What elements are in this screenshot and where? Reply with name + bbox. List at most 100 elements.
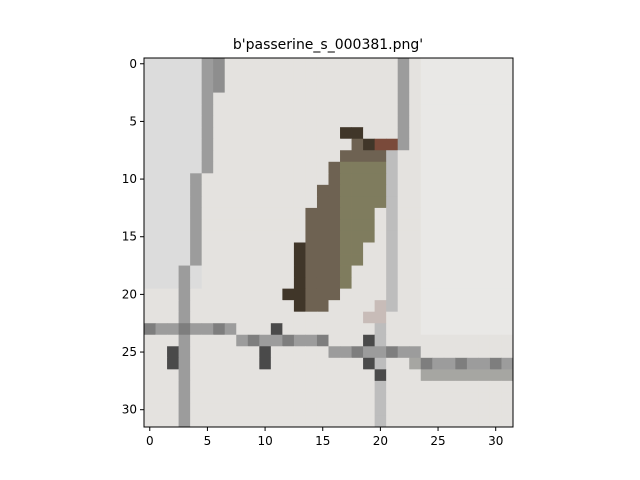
image-pixel [328,277,341,290]
image-pixel [363,265,376,278]
image-pixel [478,323,491,336]
image-pixel [201,277,214,290]
image-pixel [374,138,387,151]
image-pixel [432,288,445,301]
image-pixel [443,323,456,336]
image-pixel [259,288,272,301]
image-pixel [167,230,179,243]
image-pixel [351,173,364,186]
image-pixel [270,403,283,416]
image-pixel [478,300,491,313]
image-pixel [316,277,329,290]
image-pixel [501,150,514,163]
image-pixel [489,219,502,232]
image-pixel [247,346,260,359]
image-pixel [213,380,226,393]
image-pixel [397,323,410,336]
image-pixel [282,138,295,151]
image-pixel [466,92,479,105]
image-pixel [155,161,168,174]
image-pixel [466,230,479,243]
image-pixel [190,184,203,197]
image-pixel [455,357,468,370]
image-pixel [386,138,399,151]
image-pixel [363,369,376,382]
image-pixel [293,58,306,70]
image-pixel [432,150,445,163]
image-pixel [259,69,272,82]
image-pixel [201,173,214,186]
image-pixel [236,150,249,163]
image-pixel [201,334,214,347]
image-pixel [489,161,502,174]
image-pixel [501,334,514,347]
image-pixel [282,219,295,232]
image-pixel [316,288,329,301]
image-pixel [409,138,422,151]
y-tick-label: 30 [122,403,137,417]
image-pixel [305,104,318,117]
image-pixel [282,127,295,140]
image-pixel [363,173,376,186]
image-pixel [282,58,295,70]
image-pixel [236,173,249,186]
image-pixel [455,150,468,163]
image-pixel [224,265,237,278]
image-pixel [213,288,226,301]
image-pixel [247,161,260,174]
image-pixel [178,265,191,278]
image-pixel [213,173,226,186]
image-pixel [386,311,399,324]
image-pixel [432,380,445,393]
image-pixel [178,403,191,416]
image-pixel [305,127,318,140]
image-pixel [316,230,329,243]
image-pixel [305,230,318,243]
image-pixel [466,219,479,232]
image-pixel [443,207,456,220]
image-pixel [167,58,179,70]
image-pixel [455,219,468,232]
image-pixel [443,196,456,209]
image-pixel [316,392,329,405]
image-pixel [397,104,410,117]
y-tick-label: 15 [122,230,137,244]
image-pixel [190,254,203,266]
image-pixel [397,196,410,209]
image-pixel [178,184,191,197]
image-pixel [386,369,399,382]
image-pixel [466,311,479,324]
image-pixel [386,380,399,393]
image-pixel [236,323,249,336]
image-pixel [293,115,306,128]
image-pixel [282,230,295,243]
image-pixel [489,392,502,405]
image-pixel [282,196,295,209]
image-pixel [386,334,399,347]
image-pixel [270,380,283,393]
image-pixel [466,196,479,209]
image-pixel [201,127,214,140]
image-pixel [489,403,502,416]
image-pixel [455,334,468,347]
image-pixel [293,69,306,82]
image-pixel [247,230,260,243]
image-pixel [224,69,237,82]
image-pixel [282,184,295,197]
image-pixel [351,288,364,301]
image-pixel [489,104,502,117]
image-pixel [201,323,214,336]
image-pixel [236,415,249,428]
image-pixel [155,230,168,243]
image-pixel [178,369,191,382]
image-pixel [397,300,410,313]
image-pixel [167,127,179,140]
image-pixel [259,207,272,220]
image-pixel [305,196,318,209]
image-pixel [489,196,502,209]
image-pixel [386,300,399,313]
image-pixel [409,242,422,255]
image-pixel [397,81,410,93]
image-pixel [363,161,376,174]
image-pixel [259,173,272,186]
